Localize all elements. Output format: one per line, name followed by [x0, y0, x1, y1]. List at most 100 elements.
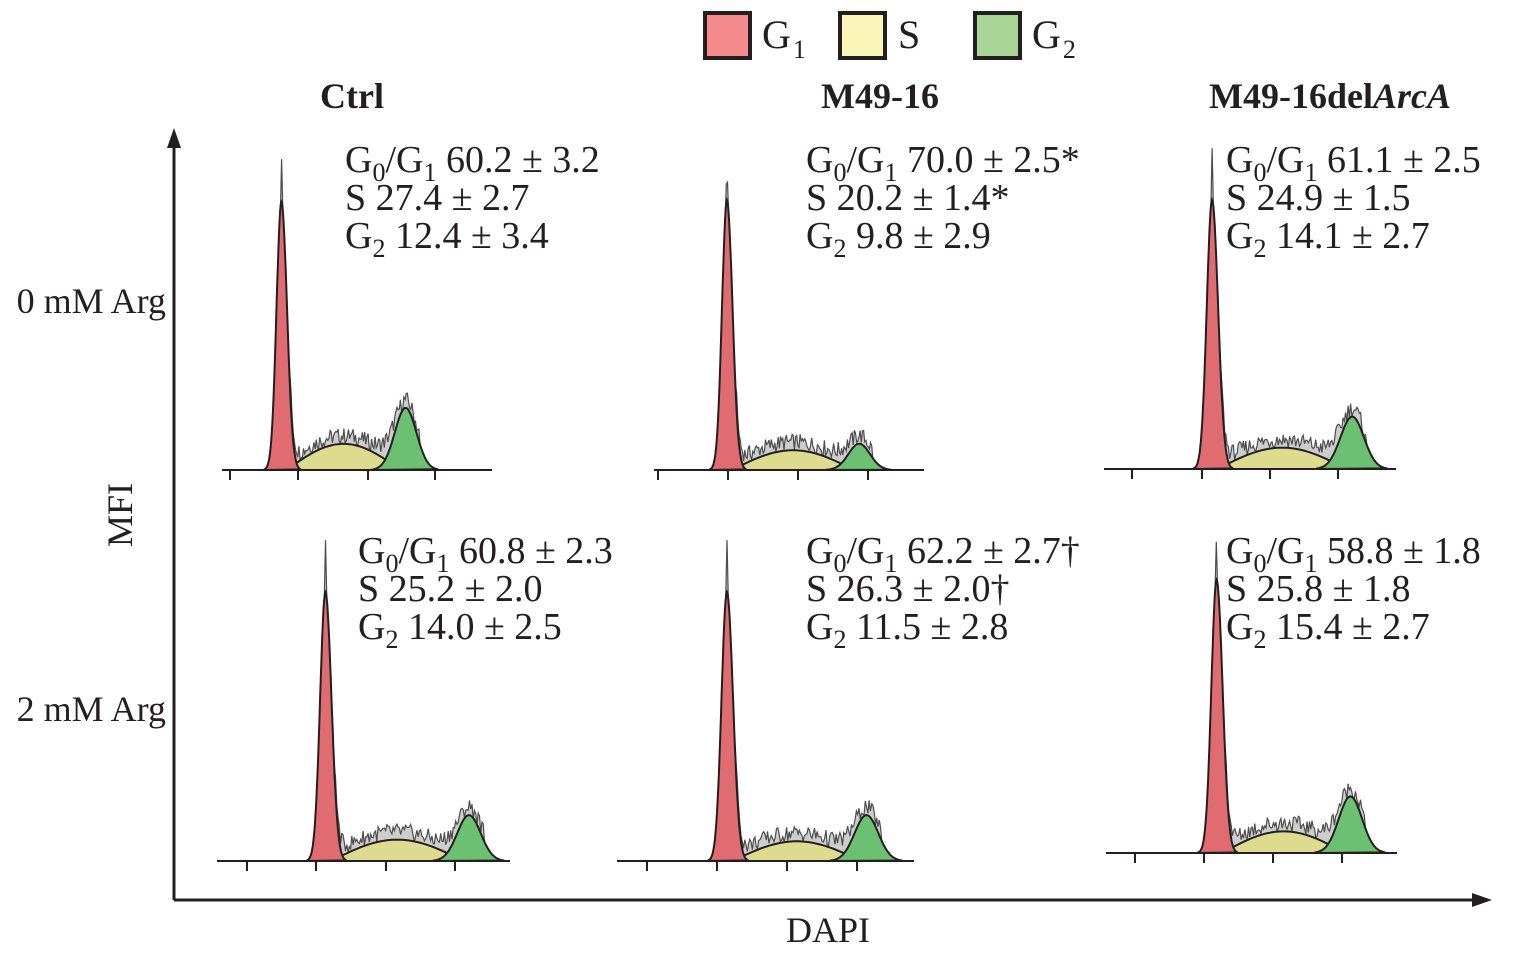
stat-phase2-sub: 1 — [1304, 158, 1317, 187]
y-axis-label: MFI — [100, 483, 140, 547]
stat-line: S 27.4 ± 2.7 — [345, 177, 530, 219]
s-phase-area — [1221, 830, 1346, 854]
column-title-m49-16delarca: M49-16delArcA — [1209, 76, 1451, 116]
stat-value: 25.8 ± 1.8 — [1247, 568, 1410, 610]
s-phase-area — [1217, 446, 1347, 470]
stat-phase2-sub: 1 — [1304, 549, 1317, 578]
legend-swatch — [838, 11, 887, 60]
x-axis-arrow-icon — [1472, 893, 1492, 907]
stat-value: 15.4 ± 2.7 — [1266, 606, 1429, 648]
stat-phase2: /G — [385, 139, 423, 181]
stat-value: 27.4 ± 2.7 — [366, 177, 529, 219]
stat-line: G2 15.4 ± 2.7 — [1226, 606, 1430, 654]
stat-line: G0/G1 60.8 ± 2.3 — [358, 530, 613, 578]
stat-line: G2 9.8 ± 2.9 — [806, 215, 991, 263]
stat-value: 70.0 ± 2.5* — [897, 139, 1079, 181]
g2-phase-area — [829, 814, 903, 863]
stat-phase2: /G — [1266, 139, 1304, 181]
histogram-panel: G0/G1 60.8 ± 2.3S 25.2 ± 2.0G2 14.0 ± 2.… — [217, 530, 613, 871]
g1-phase-area — [708, 197, 747, 472]
histogram-panel: G0/G1 61.1 ± 2.5S 24.9 ± 1.5G2 14.1 ± 2.… — [1104, 139, 1481, 479]
legend-swatch — [703, 11, 752, 60]
stat-line: S 25.8 ± 1.8 — [1226, 568, 1411, 610]
legend-item: G2 — [973, 11, 1076, 64]
stat-phase: G — [1226, 606, 1253, 648]
stat-line: S 24.9 ± 1.5 — [1226, 177, 1411, 219]
stat-phase-sub: 0 — [1253, 158, 1266, 187]
column-title-main: M49-16del — [1209, 76, 1373, 116]
stat-phase2-sub: 1 — [884, 549, 897, 578]
stat-value: 9.8 ± 2.9 — [846, 215, 990, 257]
stat-phase-sub: 2 — [833, 625, 846, 654]
histogram-panel: G0/G1 58.8 ± 1.8S 25.8 ± 1.8G2 15.4 ± 2.… — [1106, 530, 1481, 863]
stat-value: 62.2 ± 2.7† — [897, 530, 1079, 572]
g2-phase-area — [372, 406, 439, 472]
stat-phase: G — [806, 215, 833, 257]
column-title-ctrl: Ctrl — [320, 76, 384, 116]
g1-phase-area — [263, 198, 302, 472]
stat-phase: G — [1226, 530, 1253, 572]
stat-phase: G — [806, 530, 833, 572]
stat-phase: G — [806, 139, 833, 181]
legend-label: S — [898, 12, 920, 57]
stat-line: G2 11.5 ± 2.8 — [806, 606, 1008, 654]
s-phase-area — [330, 838, 464, 862]
stat-value: 60.8 ± 2.3 — [449, 530, 612, 572]
legend-label-sub: 2 — [1063, 35, 1076, 64]
stat-value: 11.5 ± 2.8 — [846, 606, 1008, 648]
legend-swatch — [973, 11, 1022, 60]
g1-phase-area — [305, 589, 347, 863]
stat-phase-sub: 0 — [372, 158, 385, 187]
stat-line: S 26.3 ± 2.0† — [806, 568, 1010, 610]
stat-phase2-sub: 1 — [423, 158, 436, 187]
stat-phase-sub: 2 — [1253, 234, 1266, 263]
stat-line: G2 12.4 ± 3.4 — [345, 215, 549, 263]
x-axis-label: DAPI — [786, 910, 870, 950]
legend-label-sub: 1 — [793, 35, 806, 64]
g2-phase-area — [1314, 795, 1386, 855]
histogram-panel: G0/G1 70.0 ± 2.5*S 20.2 ± 1.4*G2 9.8 ± 2… — [654, 139, 1080, 480]
stat-phase: S — [1226, 177, 1247, 219]
g2-phase-area — [432, 814, 505, 863]
stat-phase: S — [358, 568, 379, 610]
stat-phase-sub: 2 — [372, 234, 385, 263]
s-phase-area — [731, 449, 855, 471]
stat-line: G0/G1 60.2 ± 3.2 — [345, 139, 600, 187]
s-phase-area — [732, 840, 861, 862]
stat-phase: S — [1226, 568, 1247, 610]
stat-phase: G — [806, 606, 833, 648]
stat-phase-sub: 2 — [385, 625, 398, 654]
histogram-panel: G0/G1 62.2 ± 2.7†S 26.3 ± 2.0†G2 11.5 ± … — [617, 530, 1080, 871]
stat-phase: G — [345, 215, 372, 257]
stat-value: 14.1 ± 2.7 — [1266, 215, 1429, 257]
column-title-italic: ArcA — [1371, 76, 1451, 116]
y-axis-arrow-icon — [167, 128, 181, 148]
stat-value: 25.2 ± 2.0 — [379, 568, 542, 610]
stat-phase-sub: 0 — [385, 549, 398, 578]
histogram-panel: G0/G1 60.2 ± 3.2S 27.4 ± 2.7G2 12.4 ± 3.… — [222, 139, 600, 480]
stat-phase2-sub: 1 — [436, 549, 449, 578]
legend-label-main: G — [1032, 12, 1061, 57]
stat-value: 60.2 ± 3.2 — [436, 139, 599, 181]
stat-phase: S — [345, 177, 366, 219]
stat-phase-sub: 0 — [833, 549, 846, 578]
row-label-2mm-arg: 2 mM Arg — [17, 689, 166, 729]
legend: G1 S G2 — [703, 11, 1076, 64]
stat-phase: G — [1226, 215, 1253, 257]
legend-item: G1 — [703, 11, 806, 64]
stat-line: G0/G1 62.2 ± 2.7† — [806, 530, 1080, 578]
stat-value: 26.3 ± 2.0† — [827, 568, 1009, 610]
legend-label: G2 — [1032, 12, 1076, 64]
stat-phase-sub: 0 — [1253, 549, 1266, 578]
stat-line: G2 14.0 ± 2.5 — [358, 606, 562, 654]
stat-line: G0/G1 61.1 ± 2.5 — [1226, 139, 1481, 187]
stat-phase2: /G — [1266, 530, 1304, 572]
g1-phase-area — [707, 589, 749, 863]
histogram-panels: G0/G1 60.2 ± 3.2S 27.4 ± 2.7G2 12.4 ± 3.… — [217, 139, 1481, 871]
stat-phase: S — [806, 568, 827, 610]
stat-phase: G — [1226, 139, 1253, 181]
stat-value: 14.0 ± 2.5 — [398, 606, 561, 648]
legend-item: S — [838, 11, 920, 60]
g2-phase-area — [1316, 415, 1388, 471]
